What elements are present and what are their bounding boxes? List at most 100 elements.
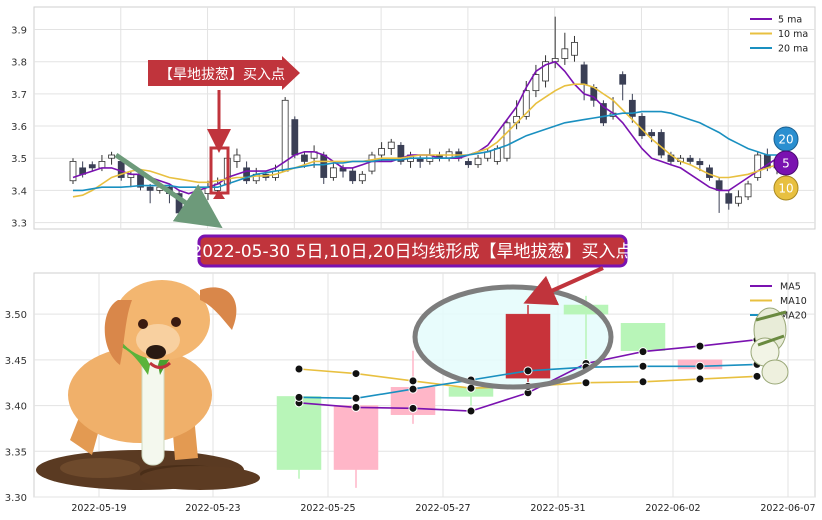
bottom-ma-point [351,393,361,403]
top-candle [600,100,607,127]
top-candle [628,93,636,123]
top-candle [88,161,96,172]
highlight-ellipse [412,284,614,390]
top-candle [657,129,665,159]
top-candle [465,158,472,168]
bottom-x-tick-label: 2022-05-27 [415,503,470,514]
bottom-ma-point [408,384,418,394]
top-candle [146,183,154,204]
top-candle [648,129,656,143]
top-candle [397,142,405,165]
signal-banner: 2022-05-30 5日,10日,20日均线形成【旱地拔葱】买入点 [191,234,633,268]
badge-5-circle [773,150,799,176]
dog-illustration [36,280,260,490]
bottom-ma-point [695,361,705,371]
bottom-ma-point [638,361,648,371]
top-ma-line [72,83,778,198]
bottom-candle [620,323,666,351]
top-candle [686,155,694,165]
signal-banner-text: 2022-05-30 5日,10日,20日均线形成【旱地拔葱】买入点 [191,242,632,262]
bottom-ma-point [581,378,591,388]
bottom-ma-point [294,364,304,374]
top-candle [349,167,357,184]
bottom-ma-point [695,374,705,384]
bottom-ma-point [408,403,418,413]
callout-label: 【旱地拔葱】买入点 [159,67,285,83]
top-legend: 5 ma 10 ma 20 ma [750,15,808,55]
bottom-x-tick-label: 2022-05-23 [185,503,240,514]
top-candle [744,180,752,201]
bottom-legend-label: MA5 [780,282,801,293]
top-candle [619,71,627,101]
bottom-ma-lines [294,335,762,416]
bottom-ma-point [523,366,533,376]
badge-20-label: 20 [778,133,793,147]
bottom-x-tick-label: 2022-06-02 [645,503,700,514]
bottom-ma-point [408,376,418,386]
bottom-y-tick-label: 3.40 [5,402,27,413]
top-candle [532,64,540,98]
bottom-ma-point [294,392,304,402]
bottom-y-tick-label: 3.50 [5,310,27,321]
bottom-ma-point [351,369,361,379]
top-y-tick-label: 3.7 [11,90,27,101]
top-y-tick-label: 3.3 [11,219,27,230]
bottom-legend-label: MA10 [780,296,807,307]
top-candle [368,151,376,175]
top-candle [329,161,337,181]
bottom-candle [276,396,322,479]
downtrend-arrow [114,152,223,229]
bottom-x-tick-label: 2022-06-07 [760,503,815,514]
bottom-x-tick-label: 2022-05-31 [530,503,585,514]
top-y-tick-label: 3.8 [11,58,27,69]
bottom-y-tick-labels: 3.30 3.35 3.40 3.45 3.50 [5,310,27,504]
top-candle [638,113,646,139]
top-y-tick-labels: 3.3 3.4 3.5 3.6 3.7 3.8 3.9 [11,26,27,230]
top-candle [69,158,77,184]
bottom-legend-label: MA20 [780,311,807,322]
top-y-tick-label: 3.4 [11,186,27,197]
bottom-candle [333,405,379,488]
top-candle [387,138,395,155]
top-plot-frame [33,6,816,230]
badge-10-circle [773,175,799,201]
top-candle [474,155,482,168]
top-candle [725,190,733,210]
top-candle [243,161,250,184]
bottom-y-tick-label: 3.35 [5,447,27,458]
bottom-ma-point [351,402,361,412]
bottom-ma-point [638,347,648,357]
top-y-tick-label: 3.6 [11,122,27,133]
top-legend-label: 10 ma [778,29,808,40]
top-candle [542,55,549,88]
top-legend-label: 20 ma [778,44,808,55]
leek-bundle-illustration [750,307,789,385]
top-candle [735,190,742,207]
top-chart: 3.3 3.4 3.5 3.6 3.7 3.8 3.9 5 ma 10 ma 20 ma 【旱地… [11,6,816,230]
bottom-y-tick-label: 3.30 [5,493,27,504]
top-candle [754,151,762,181]
bottom-ma-point [695,341,705,351]
bottom-x-tick-label: 2022-05-19 [71,503,126,514]
ma-badges: 20 5 10 [773,126,799,201]
bottom-y-tick-label: 3.45 [5,356,27,367]
top-candle [503,119,511,162]
bottom-ma-point [638,377,648,387]
top-candle [108,151,115,165]
bottom-x-tick-labels: 2022-05-19 2022-05-23 2022-05-25 2022-05-27… [71,503,815,514]
bottom-ma-point [466,406,476,416]
bottom-x-tick-label: 2022-05-25 [300,503,355,514]
badge-10-label: 10 [778,182,793,196]
callout-banner: 【旱地拔葱】买入点 [148,56,300,90]
top-y-tick-label: 3.5 [11,154,27,165]
bottom-ma-point [752,371,762,381]
top-legend-label: 5 ma [778,15,802,26]
badge-5-label: 5 [782,157,790,171]
top-candle [571,35,578,62]
banner-pointer-arrow [523,266,604,306]
top-candle [291,116,299,159]
top-candle [561,32,569,65]
bottom-chart: 3.30 3.35 3.40 3.45 3.50 2022-05-19 2022-05-2… [5,266,816,514]
top-y-tick-label: 3.9 [11,26,27,37]
